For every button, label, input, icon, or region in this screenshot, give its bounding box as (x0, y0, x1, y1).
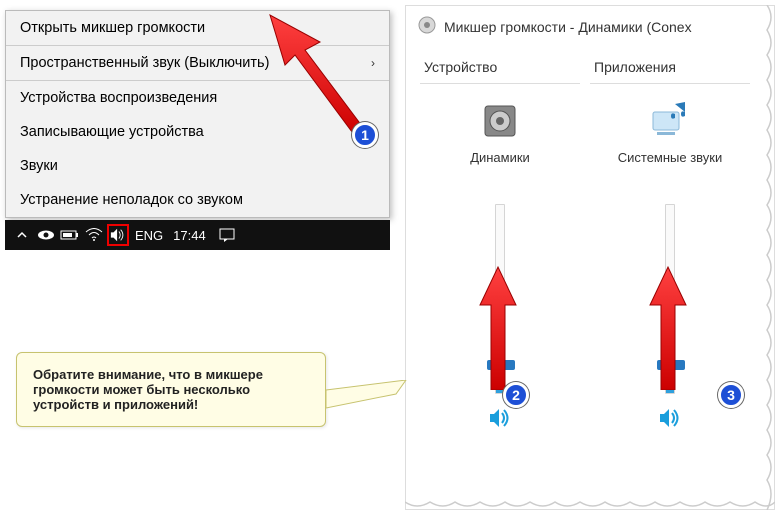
ctx-sounds[interactable]: Звуки (6, 149, 389, 183)
mixer-titlebar: Микшер громкости - Динамики (Conex (406, 6, 774, 47)
torn-edge-decoration (765, 5, 777, 510)
language-indicator[interactable]: ENG (135, 228, 163, 243)
device-label: Динамики (420, 150, 580, 186)
tray-eye-icon[interactable] (35, 224, 57, 246)
notifications-icon[interactable] (216, 224, 238, 246)
badge-number: 3 (727, 387, 735, 403)
badge-number: 1 (361, 127, 369, 143)
annotation-arrow-3 (648, 265, 688, 390)
battery-icon[interactable] (59, 224, 81, 246)
ctx-item-label: Записывающие устройства (20, 124, 204, 140)
ctx-item-label: Звуки (20, 158, 58, 174)
tray-up-icon[interactable] (11, 224, 33, 246)
mute-toggle-device[interactable] (420, 408, 580, 433)
ctx-item-label: Устройства воспроизведения (20, 90, 217, 106)
volume-mixer-window: Микшер громкости - Динамики (Conex Устро… (405, 5, 775, 510)
torn-edge-decoration (405, 500, 775, 512)
ctx-item-label: Устранение неполадок со звуком (20, 192, 243, 208)
mute-toggle-system[interactable] (590, 408, 750, 433)
speaker-app-icon (418, 16, 436, 37)
callout-text: Обратите внимание, что в микшере громкос… (33, 367, 263, 412)
annotation-arrow-2 (478, 265, 518, 390)
ctx-troubleshoot[interactable]: Устранение неполадок со звуком (6, 183, 389, 217)
ctx-item-label: Открыть микшер громкости (20, 20, 205, 36)
wifi-icon[interactable] (83, 224, 105, 246)
mixer-col-header: Устройство (420, 53, 580, 84)
ctx-item-label: Пространственный звук (Выключить) (20, 55, 269, 71)
callout-tail (326, 380, 416, 430)
annotation-badge-1: 1 (352, 122, 378, 148)
clock[interactable]: 17:44 (173, 228, 206, 243)
mixer-title-text: Микшер громкости - Динамики (Conex (444, 19, 692, 35)
taskbar: ENG 17:44 (5, 220, 390, 250)
speaker-device-icon[interactable] (481, 102, 519, 140)
annotation-badge-3: 3 (718, 382, 744, 408)
mixer-body: Устройство Динамики Приложения Системные… (406, 47, 774, 433)
annotation-arrow-1 (255, 10, 375, 140)
annotation-badge-2: 2 (503, 382, 529, 408)
badge-number: 2 (512, 387, 520, 403)
volume-tray-icon[interactable] (107, 224, 129, 246)
system-sounds-icon[interactable] (651, 102, 689, 140)
annotation-callout: Обратите внимание, что в микшере громкос… (16, 352, 326, 427)
mixer-col-header: Приложения (590, 53, 750, 84)
app-label: Системные звуки (590, 150, 750, 186)
